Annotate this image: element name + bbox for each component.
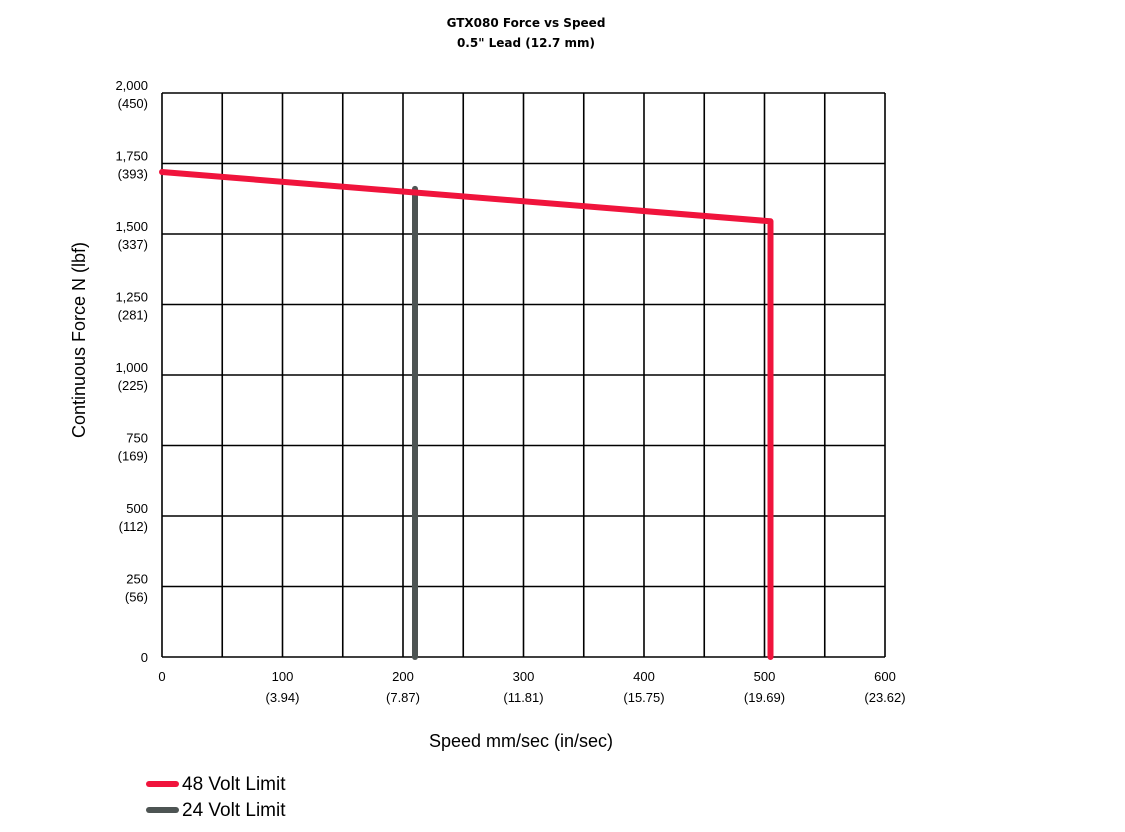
y-axis-label: Continuous Force N (lbf) <box>69 242 89 438</box>
y-tick-label: 0 <box>141 650 148 665</box>
y-tick-sublabel: (225) <box>118 378 148 393</box>
y-tick-sublabel: (169) <box>118 449 148 464</box>
y-tick-sublabel: (450) <box>118 96 148 111</box>
x-tick-label: 400 <box>633 669 655 684</box>
x-tick-label: 100 <box>272 669 294 684</box>
x-tick-label: 600 <box>874 669 896 684</box>
y-tick-sublabel: (393) <box>118 167 148 182</box>
chart-title: GTX080 Force vs Speed <box>447 16 606 30</box>
y-axis-ticks: 0 250 (56) 500 (112) 750 (169) 1,000 (225) 1,250 (… <box>115 78 148 665</box>
y-tick-sublabel: (281) <box>118 308 148 323</box>
x-axis-ticks: 0 100 (3.94) 200 (7.87) 300 (11.81) 400 (15.75) 5… <box>158 669 905 705</box>
y-tick-label: 2,000 <box>115 78 148 93</box>
y-tick-label: 1,750 <box>115 149 148 164</box>
legend-label: 24 Volt Limit <box>182 800 286 821</box>
y-tick-label: 750 <box>126 431 148 446</box>
y-tick-label: 500 <box>126 501 148 516</box>
legend-label: 48 Volt Limit <box>182 774 286 795</box>
series-line-48-volt-limit <box>159 169 774 660</box>
y-tick-sublabel: (337) <box>118 237 148 252</box>
x-axis-label: Speed mm/sec (in/sec) <box>429 731 613 751</box>
x-tick-sublabel: (7.87) <box>386 690 420 705</box>
x-tick-sublabel: (15.75) <box>623 690 664 705</box>
x-tick-label: 0 <box>158 669 165 684</box>
y-tick-sublabel: (112) <box>119 519 148 534</box>
x-tick-label: 200 <box>392 669 414 684</box>
y-tick-sublabel: (56) <box>125 590 148 605</box>
x-tick-sublabel: (3.94) <box>266 690 300 705</box>
y-tick-label: 1,500 <box>115 219 148 234</box>
y-tick-label: 1,000 <box>115 360 148 375</box>
legend: 48 Volt Limit 24 Volt Limit <box>146 774 286 821</box>
y-tick-label: 250 <box>126 572 148 587</box>
x-tick-sublabel: (19.69) <box>744 690 785 705</box>
gridlines <box>161 92 886 658</box>
x-tick-sublabel: (23.62) <box>864 690 905 705</box>
x-tick-label: 500 <box>754 669 776 684</box>
series-layer <box>159 169 774 660</box>
x-tick-sublabel: (11.81) <box>503 690 543 705</box>
x-tick-label: 300 <box>513 669 535 684</box>
y-tick-label: 1,250 <box>115 290 148 305</box>
chart-subtitle: 0.5" Lead (12.7 mm) <box>457 36 595 50</box>
